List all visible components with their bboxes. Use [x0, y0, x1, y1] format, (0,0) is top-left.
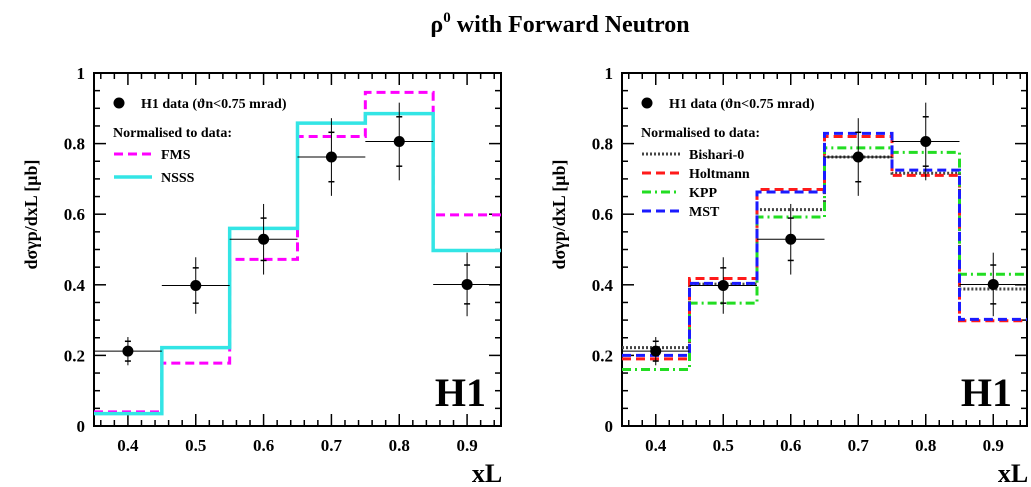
model-curve-mst	[622, 131, 1027, 357]
title-rest: with Forward Neutron	[451, 12, 690, 38]
model-curves	[94, 90, 501, 416]
y-tick-label: 0	[605, 417, 614, 436]
model-curve-nsss	[94, 111, 501, 416]
x-tick-label: 0.4	[645, 436, 667, 455]
title-rho: ρ	[430, 12, 443, 38]
legend-series-label: MST	[689, 205, 720, 220]
x-tick-label: 0.6	[253, 436, 274, 455]
x-axis-label: xL	[998, 459, 1028, 487]
data-point	[824, 118, 892, 196]
y-tick-label: 0.2	[592, 346, 613, 365]
x-axis-label: xL	[472, 459, 502, 487]
y-tick-label: 1	[77, 64, 86, 83]
data-marker	[122, 345, 134, 357]
data-point	[757, 203, 825, 275]
h1-logo-label: H1	[961, 370, 1012, 415]
legend: H1 data (ϑn<0.75 mrad) Normalised to data…	[641, 97, 815, 220]
data-marker	[717, 280, 729, 292]
x-tick-label: 0.4	[117, 436, 139, 455]
y-tick-label: 0	[77, 417, 86, 436]
data-point	[365, 102, 434, 181]
legend-series-label: KPP	[689, 186, 717, 201]
legend-normalised-label: Normalised to data:	[113, 126, 232, 141]
y-tick-label: 0.4	[64, 276, 86, 295]
chart-panel-left: 0 0.2 0.4 0.6 0.8 1 0.4 0.5 0.6 0.7 0.8 0.9 dσγp/dxL…	[21, 64, 502, 487]
x-tick-label: 0.9	[456, 436, 477, 455]
x-tick-label: 0.6	[780, 436, 801, 455]
y-tick-label: 0.6	[592, 205, 613, 224]
model-curve-kpp	[622, 146, 1027, 372]
y-axis-label: dσγp/dxL [μb]	[21, 160, 41, 270]
y-axis-label: dσγp/dxL [μb]	[549, 160, 569, 270]
x-tick-label: 0.5	[185, 436, 206, 455]
legend: H1 data (ϑn<0.75 mrad) Normalised to data…	[113, 97, 287, 186]
y-tick-label: 0.2	[64, 346, 85, 365]
data-point	[689, 257, 757, 314]
data-marker	[785, 233, 797, 245]
x-tick-label: 0.7	[321, 436, 343, 455]
data-point	[959, 252, 1027, 317]
legend-series-label: FMS	[161, 148, 191, 163]
data-point	[622, 337, 690, 366]
data-points	[622, 102, 1027, 366]
legend-data-marker	[113, 97, 125, 109]
data-point	[161, 257, 230, 314]
y-tick-label: 0.8	[592, 135, 613, 154]
y-tick-label: 1	[605, 64, 614, 83]
legend-series-label: Holtmann	[689, 167, 750, 182]
y-tick-label: 0.6	[64, 205, 85, 224]
data-marker	[258, 233, 270, 245]
y-tick-label: 0.4	[592, 276, 614, 295]
x-tick-label: 0.9	[983, 436, 1004, 455]
model-curves	[622, 131, 1027, 372]
title-superscript: 0	[443, 10, 451, 26]
data-point	[297, 118, 366, 196]
data-point	[433, 252, 501, 317]
data-marker	[190, 280, 202, 292]
chart-panel-right: 0 0.2 0.4 0.6 0.8 1 0.4 0.5 0.6 0.7 0.8 0.9 dσγp/dxL…	[549, 64, 1028, 487]
figure-title: ρ0 with Forward Neutron	[430, 10, 689, 38]
data-point	[94, 337, 162, 366]
legend-data-label: H1 data (ϑn<0.75 mrad)	[141, 97, 287, 112]
legend-series-label: Bishari-0	[689, 148, 744, 163]
h1-logo-label: H1	[435, 370, 486, 415]
data-marker	[650, 345, 662, 357]
x-tick-label: 0.5	[713, 436, 734, 455]
data-marker	[461, 278, 473, 290]
data-marker	[920, 135, 932, 147]
data-marker	[325, 151, 337, 163]
x-tick-label: 0.8	[389, 436, 410, 455]
y-tick-label: 0.8	[64, 135, 85, 154]
x-tick-label: 0.8	[915, 436, 936, 455]
data-points	[94, 102, 501, 366]
data-marker	[852, 151, 864, 163]
x-tick-label: 0.7	[848, 436, 870, 455]
data-marker	[987, 278, 999, 290]
legend-data-marker	[641, 97, 653, 109]
data-marker	[393, 135, 405, 147]
legend-data-label: H1 data (ϑn<0.75 mrad)	[669, 97, 815, 112]
data-point	[892, 102, 960, 181]
legend-normalised-label: Normalised to data:	[641, 126, 760, 141]
data-point	[229, 203, 298, 275]
legend-series-label: NSSS	[161, 171, 195, 186]
